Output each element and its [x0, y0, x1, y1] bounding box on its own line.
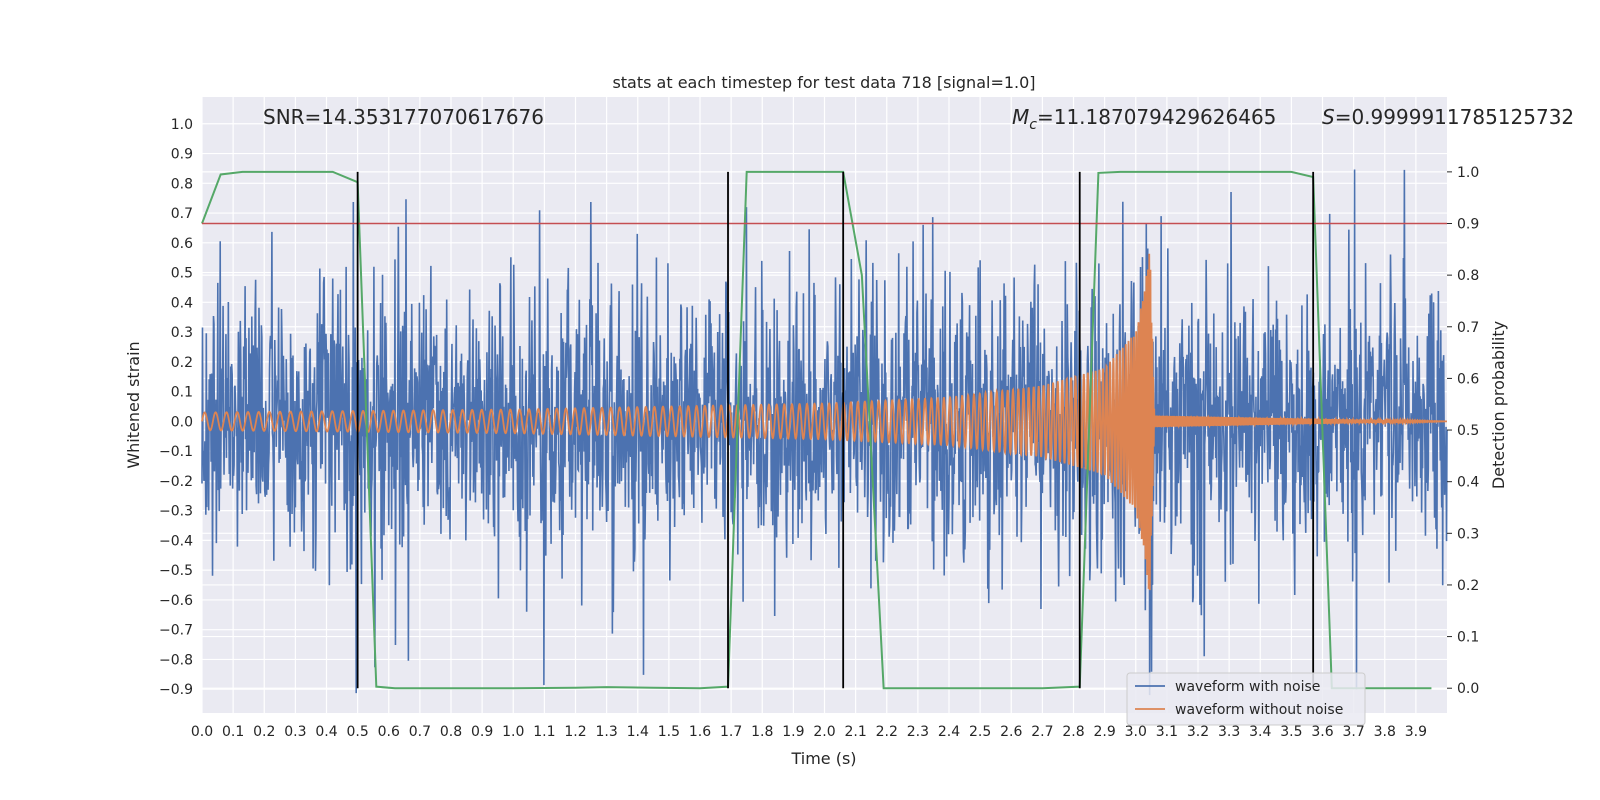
- x-tick-label: 1.9: [782, 724, 804, 740]
- legend-label-clean: waveform without noise: [1175, 702, 1343, 718]
- x-tick-label: 3.3: [1218, 724, 1240, 740]
- y-right-tick-label: 1.0: [1457, 165, 1479, 181]
- y-axis-left-label: Whitened strain: [124, 341, 143, 468]
- chirp-mass-value: =11.187079429626465: [1037, 105, 1276, 129]
- score-symbol: S: [1322, 105, 1335, 129]
- y-left-tick-label: 0.6: [171, 236, 193, 252]
- x-tick-label: 3.7: [1342, 724, 1364, 740]
- legend: waveform with noise waveform without noi…: [1126, 672, 1366, 726]
- y-right-tick-label: 0.5: [1457, 423, 1479, 439]
- x-tick-label: 2.3: [907, 724, 929, 740]
- y-left-tick-label: 0.0: [171, 414, 193, 430]
- x-tick-label: 2.9: [1093, 724, 1115, 740]
- x-axis-ticks: 0.0 0.1 0.2 0.3 0.4 0.5 0.6 0.7 0.8 0.9 1.0 1.1 1.2 1…: [191, 724, 1427, 740]
- y-right-tick-label: 0.6: [1457, 371, 1479, 387]
- x-tick-label: 0.3: [284, 724, 306, 740]
- score-value: =0.9999911785125732: [1335, 105, 1574, 129]
- y-left-tick-label: 0.3: [171, 325, 193, 341]
- y-axis-right-ticks: 0.0 0.1 0.2 0.3 0.4 0.5 0.6 0.7 0.8 0.9 1.0: [1447, 165, 1479, 697]
- x-axis-label: Time (s): [790, 749, 856, 768]
- x-tick-label: 3.1: [1156, 724, 1178, 740]
- x-tick-label: 1.6: [689, 724, 711, 740]
- y-left-tick-label: −0.8: [159, 652, 193, 668]
- plot-area: [201, 169, 1448, 696]
- x-tick-label: 0.5: [346, 724, 368, 740]
- x-tick-label: 0.7: [409, 724, 431, 740]
- chart-title: stats at each timestep for test data 718…: [612, 73, 1035, 92]
- y-right-tick-label: 0.1: [1457, 630, 1479, 646]
- event-lines: [356, 171, 1315, 689]
- x-tick-label: 0.4: [315, 724, 337, 740]
- series-waveform-with-noise: [201, 169, 1448, 696]
- x-tick-label: 0.6: [378, 724, 400, 740]
- x-tick-label: 2.1: [844, 724, 866, 740]
- x-tick-label: 1.8: [751, 724, 773, 740]
- x-tick-label: 2.7: [1031, 724, 1053, 740]
- chirp-mass-annotation: Mc=11.187079429626465: [1012, 105, 1276, 133]
- detection-probability-line: [201, 170, 1432, 690]
- x-tick-label: 2.4: [938, 724, 960, 740]
- x-tick-label: 0.2: [253, 724, 275, 740]
- x-tick-label: 0.9: [471, 724, 493, 740]
- x-tick-label: 3.0: [1125, 724, 1147, 740]
- y-left-tick-label: 0.4: [171, 295, 193, 311]
- legend-label-noisy: waveform with noise: [1175, 679, 1320, 695]
- y-left-tick-label: −0.2: [159, 474, 193, 490]
- x-tick-label: 3.2: [1187, 724, 1209, 740]
- y-left-tick-label: 1.0: [171, 117, 193, 133]
- x-tick-label: 0.8: [440, 724, 462, 740]
- x-tick-label: 1.3: [595, 724, 617, 740]
- x-tick-label: 0.1: [222, 724, 244, 740]
- y-left-tick-label: −0.9: [159, 682, 193, 698]
- y-left-tick-label: 0.9: [171, 147, 193, 163]
- y-right-tick-label: 0.3: [1457, 526, 1479, 542]
- x-tick-label: 3.5: [1280, 724, 1302, 740]
- y-left-tick-label: −0.6: [159, 593, 193, 609]
- x-tick-label: 0.0: [191, 724, 213, 740]
- x-tick-label: 2.5: [969, 724, 991, 740]
- y-left-tick-label: −0.4: [159, 533, 193, 549]
- legend-box: [1126, 672, 1366, 726]
- chirp-mass-symbol: M: [1012, 105, 1029, 129]
- clean-waveform-line: [201, 253, 1447, 591]
- series-waveform-without-noise: [201, 253, 1447, 591]
- score-annotation: S=0.9999911785125732: [1322, 105, 1574, 129]
- y-right-tick-label: 0.0: [1457, 681, 1479, 697]
- x-tick-label: 2.8: [1062, 724, 1084, 740]
- snr-annotation: SNR=14.353177070617676: [263, 105, 544, 129]
- noisy-strain-line: [201, 169, 1448, 696]
- y-right-tick-label: 0.2: [1457, 578, 1479, 594]
- y-left-tick-label: 0.8: [171, 176, 193, 192]
- y-right-tick-label: 0.8: [1457, 268, 1479, 284]
- x-tick-label: 1.0: [502, 724, 524, 740]
- y-left-tick-label: −0.3: [159, 504, 193, 520]
- x-tick-label: 2.6: [1000, 724, 1022, 740]
- y-left-tick-label: −0.7: [159, 623, 193, 639]
- y-left-tick-label: 0.5: [171, 266, 193, 282]
- y-axis-right-label: Detection probability: [1489, 321, 1508, 489]
- x-tick-label: 3.6: [1311, 724, 1333, 740]
- x-tick-label: 3.4: [1249, 724, 1271, 740]
- x-tick-label: 2.2: [876, 724, 898, 740]
- y-right-tick-label: 0.9: [1457, 217, 1479, 233]
- x-tick-label: 1.5: [658, 724, 680, 740]
- x-tick-label: 1.4: [627, 724, 649, 740]
- y-left-tick-label: 0.1: [171, 385, 193, 401]
- x-tick-label: 1.7: [720, 724, 742, 740]
- chirp-mass-subscript: c: [1029, 117, 1037, 133]
- x-tick-label: 1.1: [533, 724, 555, 740]
- y-right-tick-label: 0.4: [1457, 475, 1479, 491]
- y-axis-left-ticks: −0.9 −0.8 −0.7 −0.6 −0.5 −0.4 −0.3 −0.2 −0.1 0.0 0…: [159, 117, 193, 698]
- y-right-tick-label: 0.7: [1457, 320, 1479, 336]
- x-tick-label: 3.8: [1374, 724, 1396, 740]
- y-left-tick-label: 0.7: [171, 206, 193, 222]
- series-detection-probability: [201, 170, 1432, 690]
- x-tick-label: 1.2: [564, 724, 586, 740]
- x-tick-label: 3.9: [1405, 724, 1427, 740]
- x-tick-label: 2.0: [813, 724, 835, 740]
- y-left-tick-label: −0.1: [159, 444, 193, 460]
- y-left-tick-label: 0.2: [171, 355, 193, 371]
- y-left-tick-label: −0.5: [159, 563, 193, 579]
